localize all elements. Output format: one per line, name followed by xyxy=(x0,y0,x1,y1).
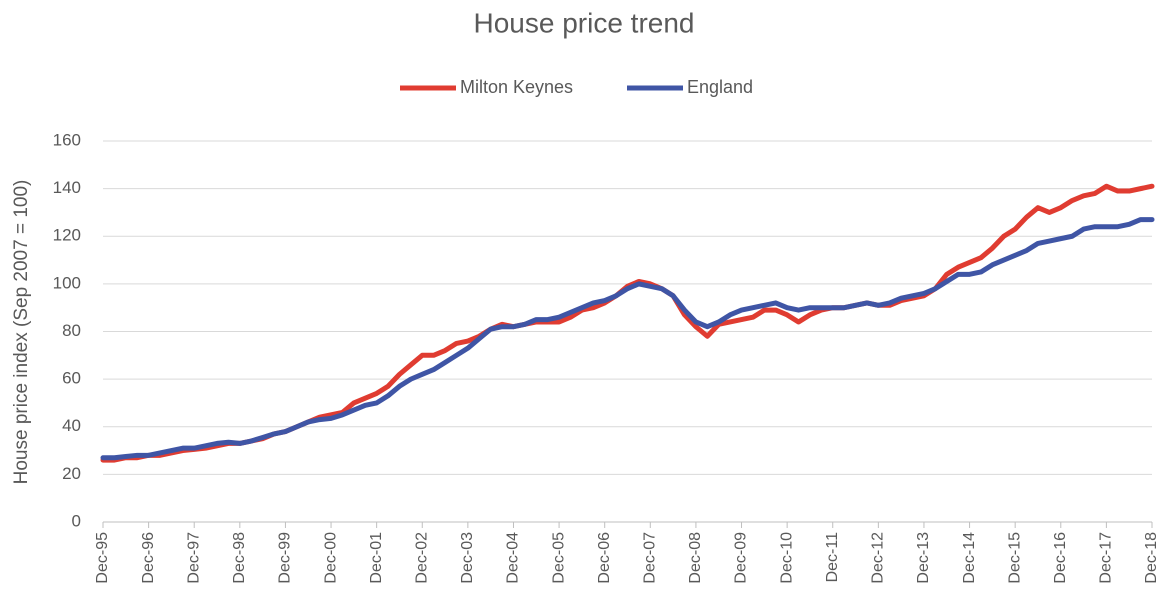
y-tick-label: 160 xyxy=(53,130,81,149)
y-tick-label: 40 xyxy=(62,416,81,435)
series-line xyxy=(100,217,1155,461)
legend-label: Milton Keynes xyxy=(460,77,573,97)
x-tick-label: Dec-95 xyxy=(94,532,111,584)
x-tick-label: Dec-06 xyxy=(596,532,613,584)
y-axis-title: House price index (Sep 2007 = 100) xyxy=(11,180,32,485)
x-tick-label: Dec-09 xyxy=(733,532,750,584)
series-line xyxy=(100,183,1155,463)
x-tick-label: Dec-17 xyxy=(1098,532,1115,584)
x-tick-label: Dec-00 xyxy=(322,532,339,584)
chart-title: House price trend xyxy=(473,7,694,38)
legend-label: England xyxy=(687,77,753,97)
y-tick-label: 20 xyxy=(62,464,81,483)
x-tick-label: Dec-97 xyxy=(185,532,202,584)
y-tick-label: 100 xyxy=(53,273,81,292)
x-tick-label: Dec-11 xyxy=(824,532,841,582)
x-tick-label: Dec-13 xyxy=(915,532,932,584)
x-tick-label: Dec-12 xyxy=(870,532,887,584)
y-tick-label: 120 xyxy=(53,226,81,245)
x-tick-label: Dec-07 xyxy=(642,532,659,584)
x-tick-label: Dec-05 xyxy=(550,532,567,584)
x-tick-label: Dec-03 xyxy=(459,532,476,584)
x-tick-label: Dec-10 xyxy=(778,532,795,584)
x-tick-label: Dec-16 xyxy=(1052,532,1069,584)
x-tick-label: Dec-04 xyxy=(505,532,522,584)
x-tick-label: Dec-02 xyxy=(413,532,430,584)
x-tick-label: Dec-08 xyxy=(687,532,704,584)
x-tick-label: Dec-98 xyxy=(231,532,248,584)
x-tick-label: Dec-15 xyxy=(1006,532,1023,584)
x-tick-label: Dec-14 xyxy=(961,532,978,584)
y-tick-label: 0 xyxy=(72,511,81,530)
y-tick-label: 60 xyxy=(62,369,81,388)
y-tick-label: 140 xyxy=(53,178,81,197)
x-tick-label: Dec-96 xyxy=(140,532,157,584)
x-tick-label: Dec-99 xyxy=(277,532,294,584)
x-tick-label: Dec-18 xyxy=(1143,532,1160,584)
y-tick-label: 80 xyxy=(62,321,81,340)
x-tick-label: Dec-01 xyxy=(368,532,385,584)
